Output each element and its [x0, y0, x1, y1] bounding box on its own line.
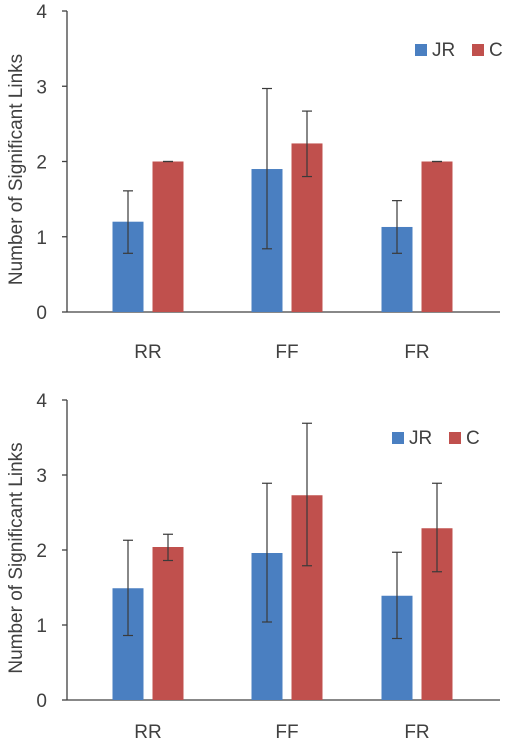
x-tick-label: FF: [275, 722, 298, 743]
y-tick-label: 4: [36, 2, 47, 23]
x-tick-label: FR: [404, 342, 429, 363]
y-tick-label: 4: [36, 391, 47, 412]
y-tick-label: 3: [36, 77, 47, 98]
bar-c-rr: [152, 161, 184, 312]
y-tick-label: 1: [36, 616, 47, 637]
legend-swatch-c: [449, 432, 461, 444]
y-tick-label: 2: [36, 153, 47, 174]
y-tick-label: 0: [36, 303, 47, 324]
y-tick-label: 0: [36, 691, 47, 712]
x-tick-label: RR: [134, 722, 161, 743]
legend-label-jr: JR: [409, 428, 432, 449]
y-axis-label: Number of Significant Links: [6, 442, 27, 673]
y-axis-label: Number of Significant Links: [6, 54, 27, 285]
legend-swatch-c: [472, 44, 484, 56]
y-tick-label: 2: [36, 541, 47, 562]
legend-label-c: C: [466, 428, 480, 449]
legend-label-jr: JR: [432, 40, 455, 61]
bar-c-fr: [421, 161, 453, 312]
x-tick-label: FF: [275, 342, 298, 363]
legend-label-c: C: [489, 40, 503, 61]
chart-panel-2: 0 1 2 3 4 Number of Significant Links RR FF FR JR…: [6, 391, 500, 743]
y-tick-label: 1: [36, 228, 47, 249]
x-tick-label: FR: [404, 722, 429, 743]
legend-swatch-jr: [415, 44, 427, 56]
legend-swatch-jr: [392, 432, 404, 444]
chart-panel-1: 0 1 2 3 4 Number of Significant Links RR FF FR JR…: [6, 2, 503, 363]
x-tick-label: RR: [134, 342, 161, 363]
y-tick-label: 3: [36, 466, 47, 487]
bar-c-rr: [152, 547, 184, 700]
